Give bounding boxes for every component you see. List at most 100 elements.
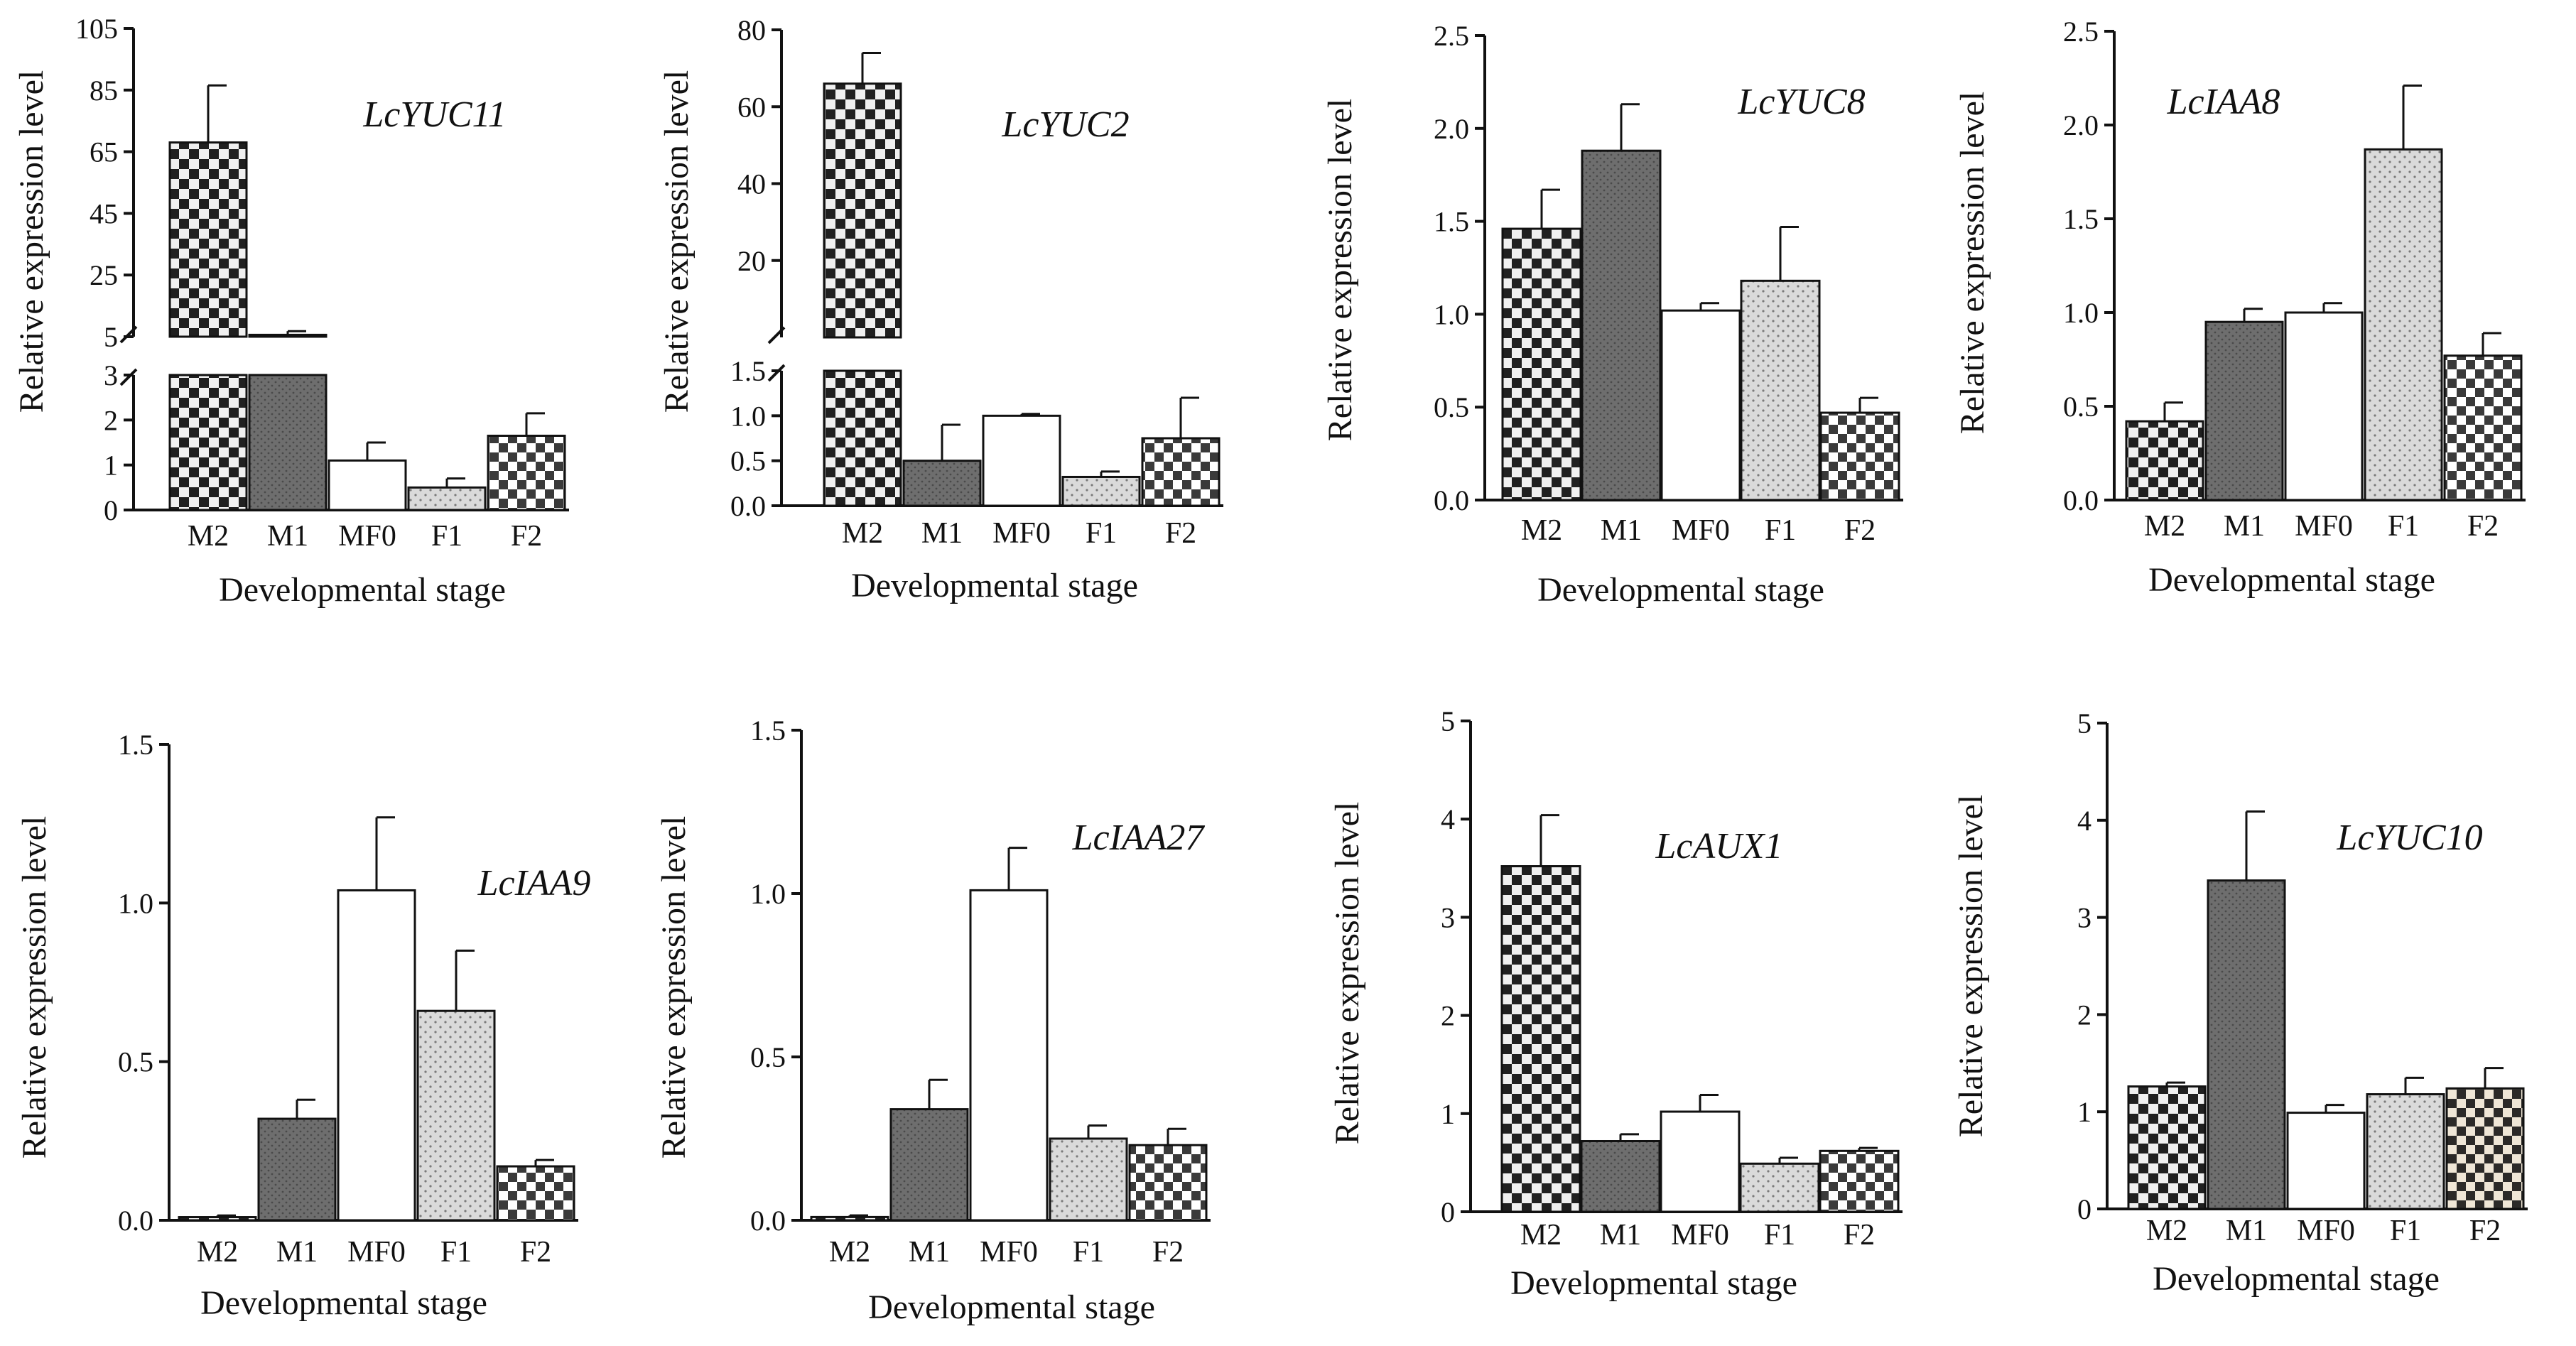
panel-lcyuc10: LcYUC10 Relative expression level Develo… <box>1952 707 2528 1298</box>
x-tick-label: M1 <box>1601 514 1642 547</box>
x-tick-label: M2 <box>2144 510 2185 543</box>
x-tick-label: M1 <box>267 520 308 553</box>
y-tick-label: 0.0 <box>1434 484 1469 516</box>
bar-lower-segment <box>248 374 328 511</box>
error-bar <box>1179 396 1199 438</box>
bar <box>2443 354 2523 501</box>
y-tick-label: 0 <box>2077 1193 2091 1225</box>
error-bar <box>375 816 395 891</box>
x-tick-label: M1 <box>921 517 963 550</box>
x-tick-label: F1 <box>1765 514 1796 547</box>
y-tick-label: 2.5 <box>2063 16 2099 48</box>
y-tick-label: 2.5 <box>1434 20 1469 52</box>
y-tick-label: 1.0 <box>750 878 786 910</box>
y-tick-label: 1.5 <box>750 715 786 747</box>
x-tick-label: F2 <box>1844 1219 1875 1252</box>
bar <box>982 414 1061 507</box>
x-tick-label: F1 <box>1764 1219 1795 1252</box>
bar <box>2366 1093 2445 1210</box>
error-bar <box>366 441 386 461</box>
bar <box>2127 1085 2207 1210</box>
y-axis-label: Relative expression level <box>1954 92 1991 435</box>
x-tick-label: MF0 <box>980 1236 1038 1269</box>
bar-upper-segment <box>168 141 248 338</box>
x-tick-label: F2 <box>511 520 542 553</box>
bar <box>1128 1144 1208 1222</box>
bar <box>1580 1139 1661 1213</box>
bar <box>1141 437 1221 507</box>
error-bar <box>286 330 306 335</box>
panel-lcyuc11: LcYUC11 Relative expression level Develo… <box>13 13 569 609</box>
bar <box>2286 1112 2366 1210</box>
bar <box>2445 1087 2525 1210</box>
bar <box>2204 320 2284 501</box>
panel-title: LcIAA8 <box>2167 82 2280 122</box>
error-bar <box>207 84 227 143</box>
bar <box>1061 475 1141 507</box>
bar <box>416 1009 496 1222</box>
x-tick-label: MF0 <box>2295 510 2353 543</box>
x-tick-label: F1 <box>1073 1236 1104 1269</box>
plot-area: 20 40 60 80 0.0 0.5 1.0 1.5 M2 M1 MF0 F1 F2 <box>730 14 1223 550</box>
y-tick-label: 0.0 <box>2063 484 2099 516</box>
error-bar <box>848 1214 868 1217</box>
axis-break-mark <box>767 326 786 344</box>
panel-lcyuc8: LcYUC8 Relative expression level Develop… <box>1321 20 1903 609</box>
error-bar <box>2325 1104 2344 1113</box>
y-tick-label: 2 <box>2077 999 2091 1031</box>
x-tick-label: M2 <box>842 517 883 550</box>
panel-lcaux1: LcAUX1 Relative expression level Develop… <box>1328 705 1903 1302</box>
x-tick-label: F1 <box>2388 510 2419 543</box>
bar-upper-segment <box>823 82 902 339</box>
y-tick-label: 5 <box>2077 707 2091 739</box>
error-bar <box>1020 413 1040 416</box>
y-axis-label: Relative expression level <box>1328 802 1366 1145</box>
bar <box>1819 1149 1900 1213</box>
y-tick-label: 1 <box>104 450 118 482</box>
y-tick-label: 60 <box>737 91 766 123</box>
bar <box>1581 149 1662 501</box>
bar <box>1740 279 1821 501</box>
y-tick-label: 5 <box>1441 705 1455 737</box>
bar <box>1660 1110 1741 1213</box>
error-bar <box>1699 1094 1719 1112</box>
y-tick-label: 0.0 <box>730 490 766 522</box>
error-bar <box>928 1078 948 1109</box>
y-tick-label: 0.0 <box>750 1205 786 1237</box>
y-tick-label: 3 <box>1441 901 1455 933</box>
bar <box>2284 311 2364 501</box>
y-tick-label: 0 <box>104 494 118 526</box>
bar <box>1049 1137 1128 1222</box>
error-bar <box>2165 1081 2185 1087</box>
error-bar <box>1619 1133 1639 1141</box>
panel-lciaa9: LcIAA9 Relative expression level Develop… <box>16 729 590 1322</box>
error-bar <box>1087 1124 1107 1139</box>
bar <box>178 1216 257 1222</box>
error-bar <box>296 1098 315 1119</box>
panel-title: LcYUC8 <box>1737 82 1865 122</box>
panel-title: LcAUX1 <box>1655 826 1782 867</box>
error-bar <box>1007 847 1027 891</box>
bar <box>1501 227 1582 501</box>
error-bar <box>1540 188 1560 229</box>
x-axis-label: Developmental stage <box>1510 1264 1797 1302</box>
x-tick-label: F2 <box>2469 1215 2501 1247</box>
panel-lciaa8: LcIAA8 Relative expression level Develop… <box>1954 16 2526 599</box>
x-tick-label: M2 <box>829 1236 870 1269</box>
plot-area: 0 1 2 3 4 5 M2 M1 MF0 F1 F2 <box>1441 705 1903 1252</box>
y-tick-label: 80 <box>737 14 766 46</box>
y-tick-label: 85 <box>90 75 118 107</box>
x-tick-label: M2 <box>197 1236 238 1269</box>
bar <box>2125 420 2204 501</box>
y-axis-label: Relative expression level <box>16 816 53 1159</box>
x-tick-label: M1 <box>1600 1219 1641 1252</box>
error-bar <box>2404 1076 2424 1095</box>
bar <box>487 435 566 511</box>
x-tick-label: MF0 <box>1671 1219 1729 1252</box>
y-tick-label: 0 <box>1441 1196 1455 1228</box>
x-tick-label: F1 <box>1086 517 1117 550</box>
bar <box>969 889 1049 1222</box>
error-bar <box>445 477 465 488</box>
panel-lcyuc2: LcYUC2 Relative expression level Develop… <box>658 14 1223 604</box>
